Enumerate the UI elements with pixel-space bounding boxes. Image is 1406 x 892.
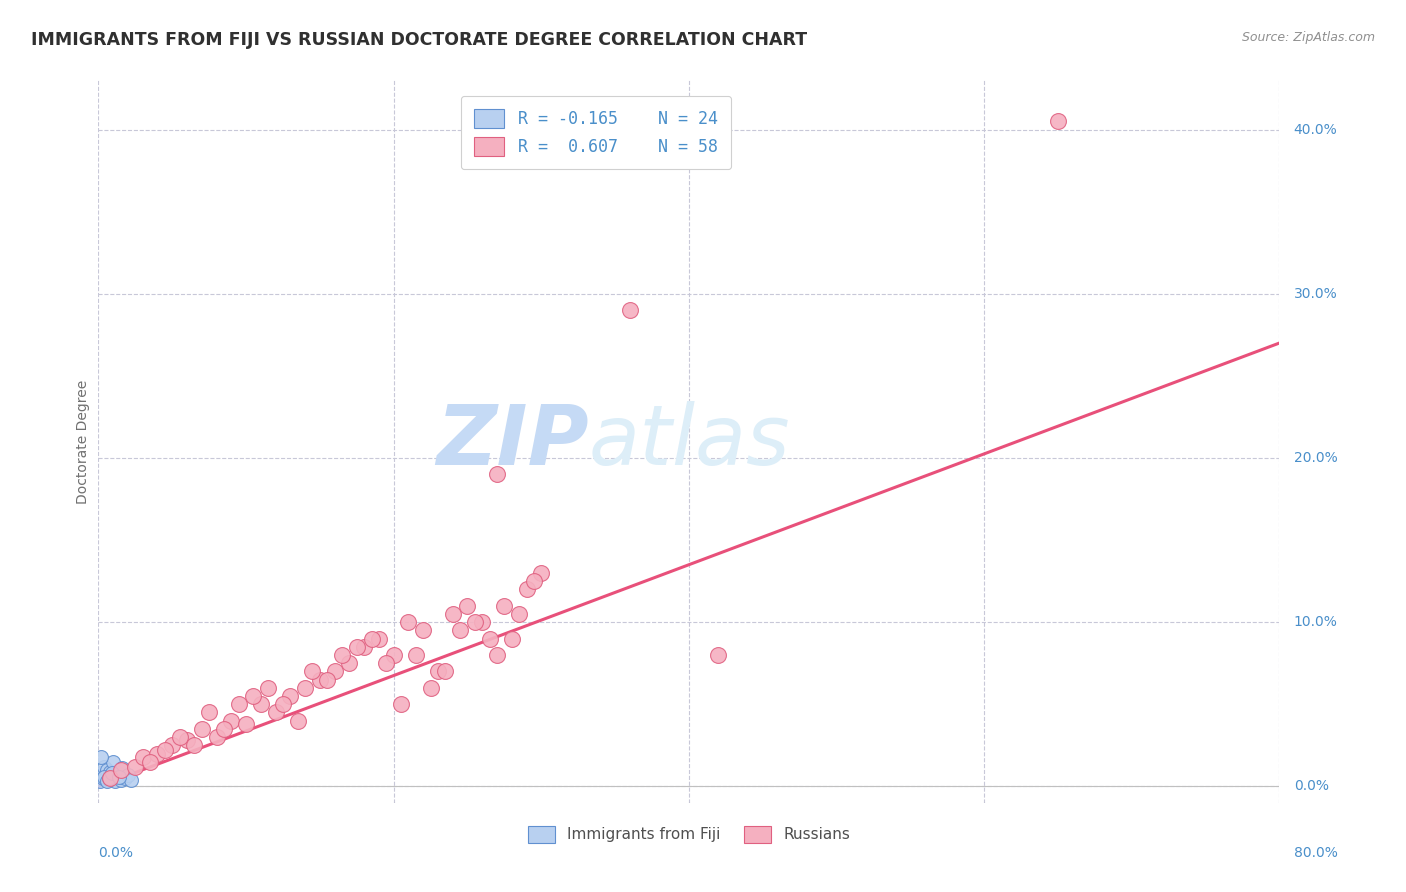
Point [287, 714, 309, 728]
Text: 10.0%: 10.0% [1294, 615, 1337, 629]
Point [523, 574, 546, 588]
Text: ZIP: ZIP [436, 401, 589, 482]
Point [471, 615, 494, 630]
Point [434, 665, 457, 679]
Text: 40.0%: 40.0% [1294, 122, 1337, 136]
Point [316, 673, 339, 687]
Point [107, 766, 129, 780]
Point [501, 632, 523, 646]
Point [235, 717, 257, 731]
Text: 30.0%: 30.0% [1294, 286, 1337, 301]
Point [114, 771, 136, 785]
Point [419, 681, 441, 695]
Text: 0.0%: 0.0% [98, 847, 134, 860]
Point [97, 772, 120, 787]
Point [132, 749, 155, 764]
Point [96, 763, 118, 777]
Point [94, 770, 117, 784]
Point [162, 739, 183, 753]
Point [93, 760, 115, 774]
Point [146, 747, 169, 761]
Point [93, 770, 115, 784]
Point [183, 739, 205, 753]
Point [508, 607, 530, 621]
Point [707, 648, 730, 662]
Point [124, 760, 146, 774]
Point [516, 582, 538, 597]
Point [301, 665, 323, 679]
Point [330, 648, 353, 662]
Point [346, 640, 368, 654]
Point [449, 624, 471, 638]
Point [323, 665, 346, 679]
Point [250, 698, 273, 712]
Point [117, 768, 139, 782]
Point [619, 303, 641, 318]
Point [191, 722, 214, 736]
Text: atlas: atlas [589, 401, 790, 482]
Text: 80.0%: 80.0% [1294, 847, 1337, 860]
Point [464, 615, 486, 630]
Point [441, 607, 464, 621]
Point [90, 766, 112, 780]
Point [110, 763, 132, 777]
Text: 20.0%: 20.0% [1294, 451, 1337, 465]
Point [212, 722, 235, 736]
Point [108, 770, 131, 784]
Point [494, 599, 516, 613]
Point [294, 681, 316, 695]
Legend: Immigrants from Fiji, Russians: Immigrants from Fiji, Russians [522, 820, 856, 849]
Point [375, 657, 398, 671]
Point [104, 774, 127, 789]
Text: 0.0%: 0.0% [1294, 780, 1329, 793]
Y-axis label: Doctorate Degree: Doctorate Degree [76, 379, 90, 504]
Point [405, 648, 427, 662]
Point [427, 665, 450, 679]
Point [271, 698, 294, 712]
Point [111, 761, 134, 775]
Point [100, 768, 122, 782]
Point [339, 657, 361, 671]
Point [398, 615, 420, 630]
Point [101, 766, 124, 780]
Point [368, 632, 391, 646]
Text: Source: ZipAtlas.com: Source: ZipAtlas.com [1241, 31, 1375, 45]
Point [169, 730, 191, 744]
Point [242, 689, 264, 703]
Point [257, 681, 280, 695]
Point [96, 774, 118, 789]
Point [103, 755, 125, 769]
Point [382, 648, 405, 662]
Point [98, 771, 121, 785]
Point [89, 774, 111, 789]
Point [478, 632, 501, 646]
Point [457, 599, 479, 613]
Point [176, 733, 198, 747]
Point [280, 689, 302, 703]
Point [221, 714, 243, 728]
Point [90, 749, 112, 764]
Point [486, 467, 509, 482]
Text: IMMIGRANTS FROM FIJI VS RUSSIAN DOCTORATE DEGREE CORRELATION CHART: IMMIGRANTS FROM FIJI VS RUSSIAN DOCTORAT… [31, 31, 807, 49]
Point [264, 706, 287, 720]
Point [412, 624, 434, 638]
Point [105, 770, 128, 784]
Point [205, 730, 228, 744]
Point [120, 772, 142, 787]
Point [228, 698, 250, 712]
Point [530, 566, 553, 580]
Point [198, 706, 221, 720]
Point [1047, 114, 1070, 128]
Point [309, 673, 332, 687]
Point [360, 632, 382, 646]
Point [486, 648, 509, 662]
Point [98, 771, 121, 785]
Point [353, 640, 375, 654]
Point [389, 698, 412, 712]
Point [98, 764, 121, 779]
Point [91, 771, 114, 785]
Point [110, 772, 132, 787]
Point [153, 743, 176, 757]
Point [139, 755, 162, 769]
